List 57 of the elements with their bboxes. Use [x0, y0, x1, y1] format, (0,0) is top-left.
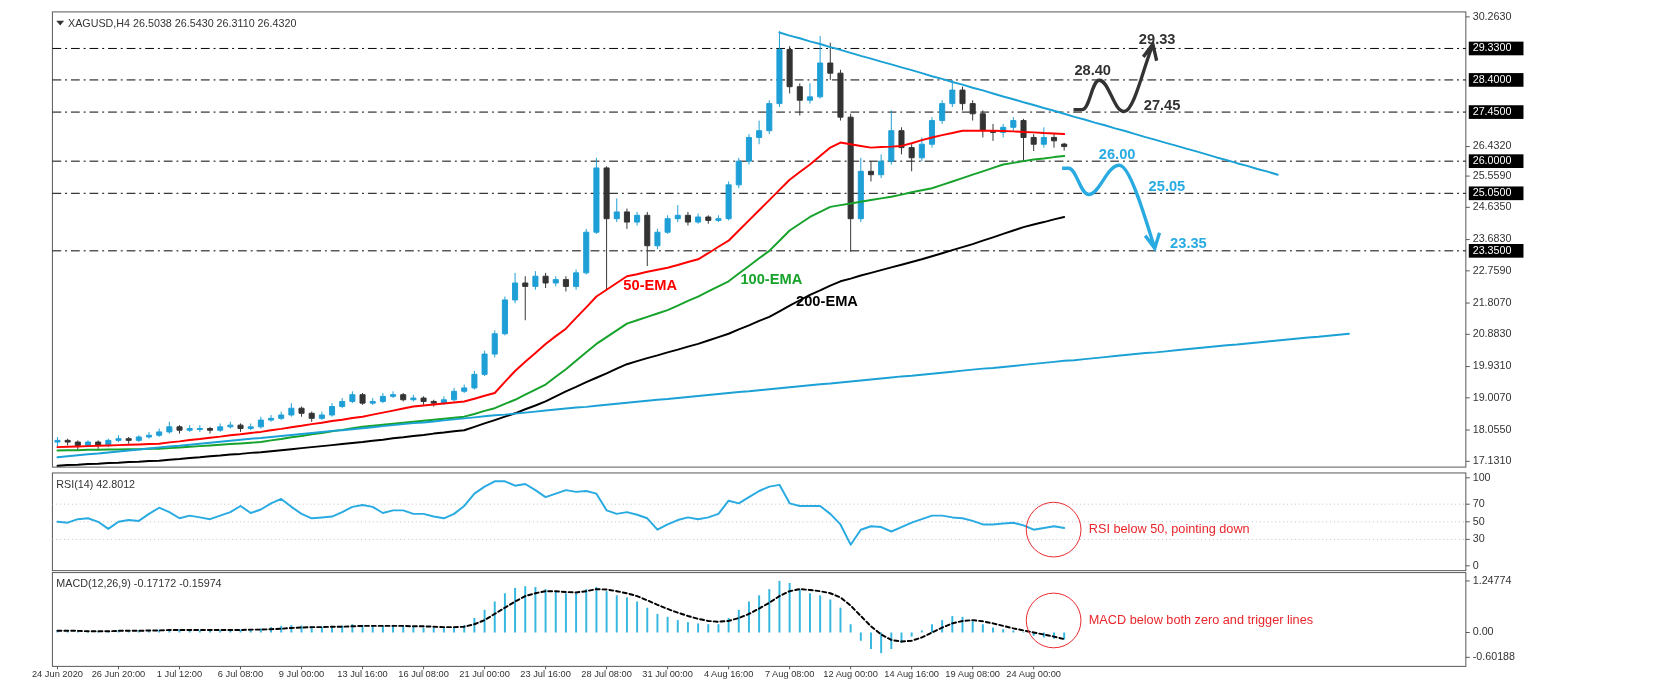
x-tick-label: 31 Jul 00:00 [642, 669, 693, 680]
x-tick-label: 9 Jul 00:00 [278, 669, 325, 680]
y-tick-label: 30 [1472, 532, 1485, 545]
y-tick-label: 50 [1472, 514, 1485, 527]
y-tick-label: 22.7590 [1472, 263, 1512, 276]
y-tick-label: 26.4320 [1472, 139, 1512, 152]
y-tick-label: 100 [1472, 470, 1491, 483]
annotation: 23.35 [1170, 234, 1207, 251]
x-tick-label: 6 Jul 08:00 [217, 669, 264, 680]
y-tick-label: 24.6350 [1472, 200, 1512, 213]
chart-title: MACD(12,26,9) -0.17172 -0.15974 [56, 577, 222, 590]
x-tick-label: 19 Aug 08:00 [945, 669, 1000, 680]
y-tick-label: -0.60188 [1472, 650, 1516, 663]
ref-line-label: 27.4500 [1472, 104, 1512, 117]
annotation: 100-EMA [740, 271, 803, 288]
x-tick-label: 24 Jun 2020 [31, 669, 83, 680]
annotation: RSI below 50, pointing down [1088, 521, 1250, 536]
annotation: 28.40 [1074, 62, 1112, 79]
chart-title: XAGUSD,H4 26.5038 26.5430 26.3110 26.4320 [68, 16, 297, 29]
y-tick-label: 0.00 [1472, 625, 1494, 638]
x-tick-label: 14 Aug 16:00 [884, 669, 939, 680]
ref-line-label: 29.3300 [1472, 41, 1512, 54]
annotation: 50-EMA [623, 277, 678, 294]
x-tick-label: 1 Jul 12:00 [156, 669, 203, 680]
annotation: 29.33 [1138, 30, 1176, 47]
x-tick-label: 23 Jul 16:00 [520, 669, 571, 680]
y-tick-label: 25.5590 [1472, 168, 1512, 181]
y-tick-label: 1.24774 [1472, 573, 1512, 586]
annotation: 26.00 [1098, 146, 1136, 163]
annotation: 25.05 [1148, 178, 1186, 195]
ref-line-label: 25.0500 [1472, 186, 1512, 199]
y-tick-label: 19.0070 [1472, 390, 1512, 403]
x-tick-label: 7 Aug 08:00 [764, 669, 815, 680]
ref-line-label: 23.3500 [1472, 243, 1512, 256]
x-tick-label: 21 Jul 00:00 [459, 669, 510, 680]
x-tick-label: 12 Aug 00:00 [823, 669, 878, 680]
y-tick-label: 18.0550 [1472, 422, 1512, 435]
x-tick-label: 24 Aug 00:00 [1006, 669, 1061, 680]
x-tick-label: 26 Jun 20:00 [91, 669, 146, 680]
ref-line-label: 26.0000 [1472, 154, 1512, 166]
y-tick-label: 20.8830 [1472, 327, 1512, 340]
annotation: 27.45 [1143, 97, 1181, 114]
y-tick-label: 30.2630 [1472, 9, 1512, 22]
y-tick-label: 23.6830 [1472, 232, 1512, 245]
x-tick-label: 16 Jul 08:00 [398, 669, 449, 680]
chart-title: RSI(14) 42.8012 [56, 477, 136, 490]
y-tick-label: 70 [1472, 497, 1485, 510]
x-tick-label: 13 Jul 16:00 [337, 669, 388, 680]
y-tick-label: 21.8070 [1472, 295, 1512, 308]
y-tick-label: 19.9310 [1472, 359, 1512, 372]
x-tick-label: 28 Jul 08:00 [581, 669, 632, 680]
x-tick-label: 4 Aug 16:00 [703, 669, 754, 680]
y-tick-label: 17.1310 [1472, 454, 1512, 467]
annotation: MACD below both zero and trigger lines [1088, 612, 1314, 627]
y-tick-label: 0 [1472, 558, 1479, 571]
ref-line-label: 28.4000 [1472, 72, 1512, 85]
annotation: 200-EMA [796, 292, 859, 309]
